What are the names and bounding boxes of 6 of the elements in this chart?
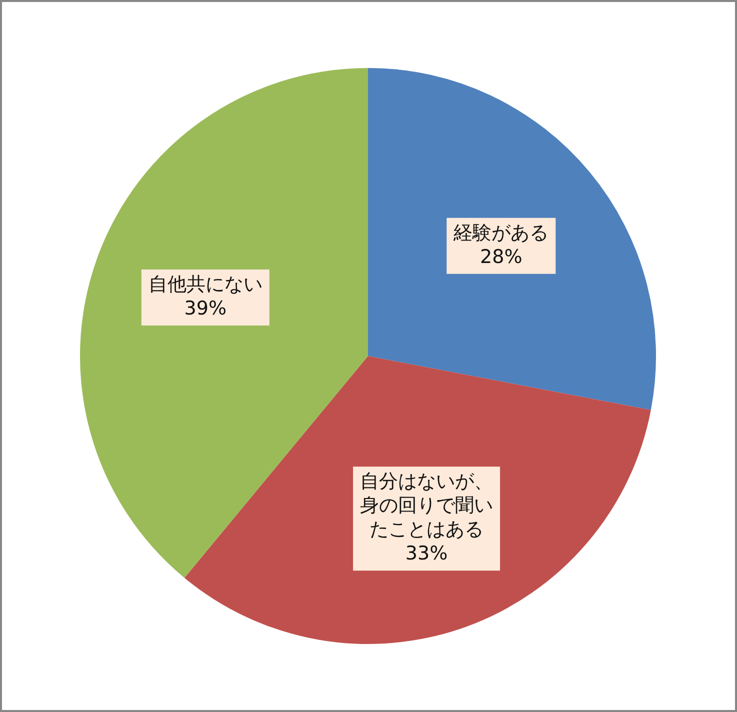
slice-label: 自他共にない [148, 273, 262, 296]
data-label: 33% [405, 542, 448, 565]
data-label: 28% [480, 246, 522, 268]
slice-label: 経験がある [452, 222, 549, 244]
data-label: 39% [184, 297, 227, 320]
slice-label: 自分はないが、身の回りで聞いたことはある [360, 470, 494, 541]
